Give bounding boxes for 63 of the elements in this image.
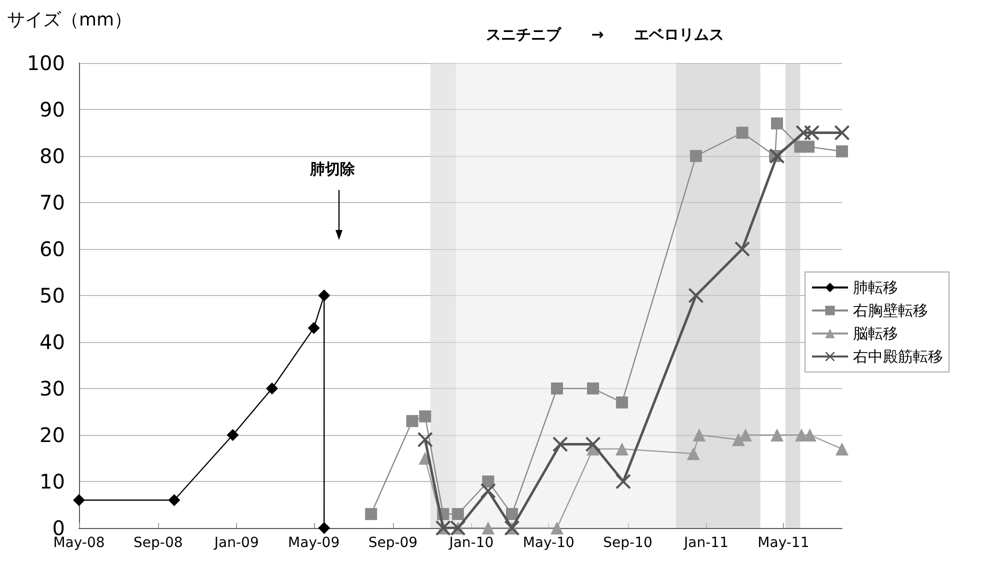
point bbox=[586, 436, 601, 452]
point bbox=[226, 429, 239, 441]
point bbox=[616, 396, 628, 408]
point bbox=[804, 125, 820, 140]
point bbox=[736, 126, 748, 139]
point bbox=[406, 415, 418, 428]
point bbox=[552, 436, 568, 452]
point bbox=[482, 522, 495, 534]
x-tick-label: May-10 bbox=[522, 535, 574, 551]
point bbox=[365, 508, 378, 520]
point bbox=[834, 125, 850, 140]
point bbox=[836, 442, 848, 456]
point bbox=[615, 442, 628, 456]
point bbox=[690, 150, 702, 162]
point bbox=[308, 322, 320, 334]
y-tick-label: 90 bbox=[40, 98, 65, 122]
point bbox=[318, 290, 330, 302]
point bbox=[587, 382, 600, 394]
annotation: 肺切除 bbox=[310, 160, 355, 179]
point bbox=[802, 140, 815, 153]
point bbox=[419, 410, 432, 422]
y-tick-label: 60 bbox=[40, 237, 65, 261]
point bbox=[770, 148, 785, 164]
x-tick-label: Jan-11 bbox=[683, 535, 728, 551]
y-tick-label: 50 bbox=[40, 284, 65, 308]
x-tick-label: Sep-10 bbox=[603, 535, 652, 551]
legend-label: 脳転移 bbox=[853, 324, 898, 342]
point bbox=[506, 508, 518, 520]
point bbox=[770, 428, 784, 442]
point bbox=[688, 288, 704, 303]
point bbox=[266, 382, 278, 394]
y-tick-label: 20 bbox=[40, 423, 65, 447]
x-tick-label: Jan-10 bbox=[448, 535, 494, 551]
point bbox=[418, 432, 433, 448]
point bbox=[318, 522, 330, 534]
point bbox=[480, 483, 496, 498]
x-tick-label: Jan-09 bbox=[213, 535, 259, 551]
point bbox=[168, 494, 180, 506]
point bbox=[452, 508, 464, 520]
point bbox=[616, 474, 631, 489]
point bbox=[836, 145, 848, 158]
point bbox=[734, 242, 750, 256]
y-tick-label: 40 bbox=[40, 330, 65, 354]
y-tick-label: 100 bbox=[26, 51, 65, 75]
x-tick-label: Sep-08 bbox=[134, 535, 183, 551]
point bbox=[686, 447, 700, 460]
y-tick-label: 70 bbox=[40, 190, 65, 214]
point bbox=[73, 494, 85, 506]
x-tick-label: May-09 bbox=[288, 535, 340, 551]
point bbox=[692, 428, 706, 442]
legend-label: 右中殿筋転移 bbox=[853, 348, 943, 366]
point bbox=[551, 382, 563, 394]
x-tick-label: Sep-09 bbox=[368, 535, 418, 551]
point bbox=[550, 522, 564, 534]
legend-label: 肺転移 bbox=[853, 278, 898, 296]
legend-label: 右胸壁転移 bbox=[853, 302, 928, 320]
y-tick-label: 30 bbox=[40, 376, 65, 400]
y-tick-label: 10 bbox=[40, 470, 65, 494]
y-axis-title: サイズ（mm） bbox=[7, 10, 132, 30]
x-tick-label: May-11 bbox=[758, 535, 810, 551]
y-tick-label: 80 bbox=[40, 144, 65, 168]
point bbox=[771, 117, 784, 130]
chart-subtitle: スニチニブ → エベロリムス bbox=[486, 26, 724, 44]
